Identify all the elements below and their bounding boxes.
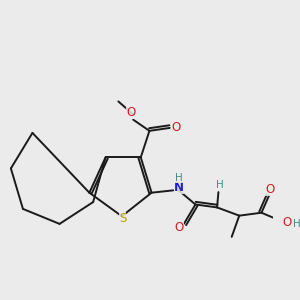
Text: O: O: [265, 183, 274, 196]
Text: O: O: [126, 106, 136, 119]
Text: O: O: [175, 220, 184, 234]
Text: S: S: [119, 212, 126, 225]
Text: H: H: [293, 220, 300, 230]
Text: O: O: [171, 122, 180, 134]
Text: O: O: [282, 216, 292, 229]
Text: H: H: [216, 180, 224, 190]
Text: H: H: [175, 173, 183, 183]
Text: N: N: [174, 181, 184, 194]
